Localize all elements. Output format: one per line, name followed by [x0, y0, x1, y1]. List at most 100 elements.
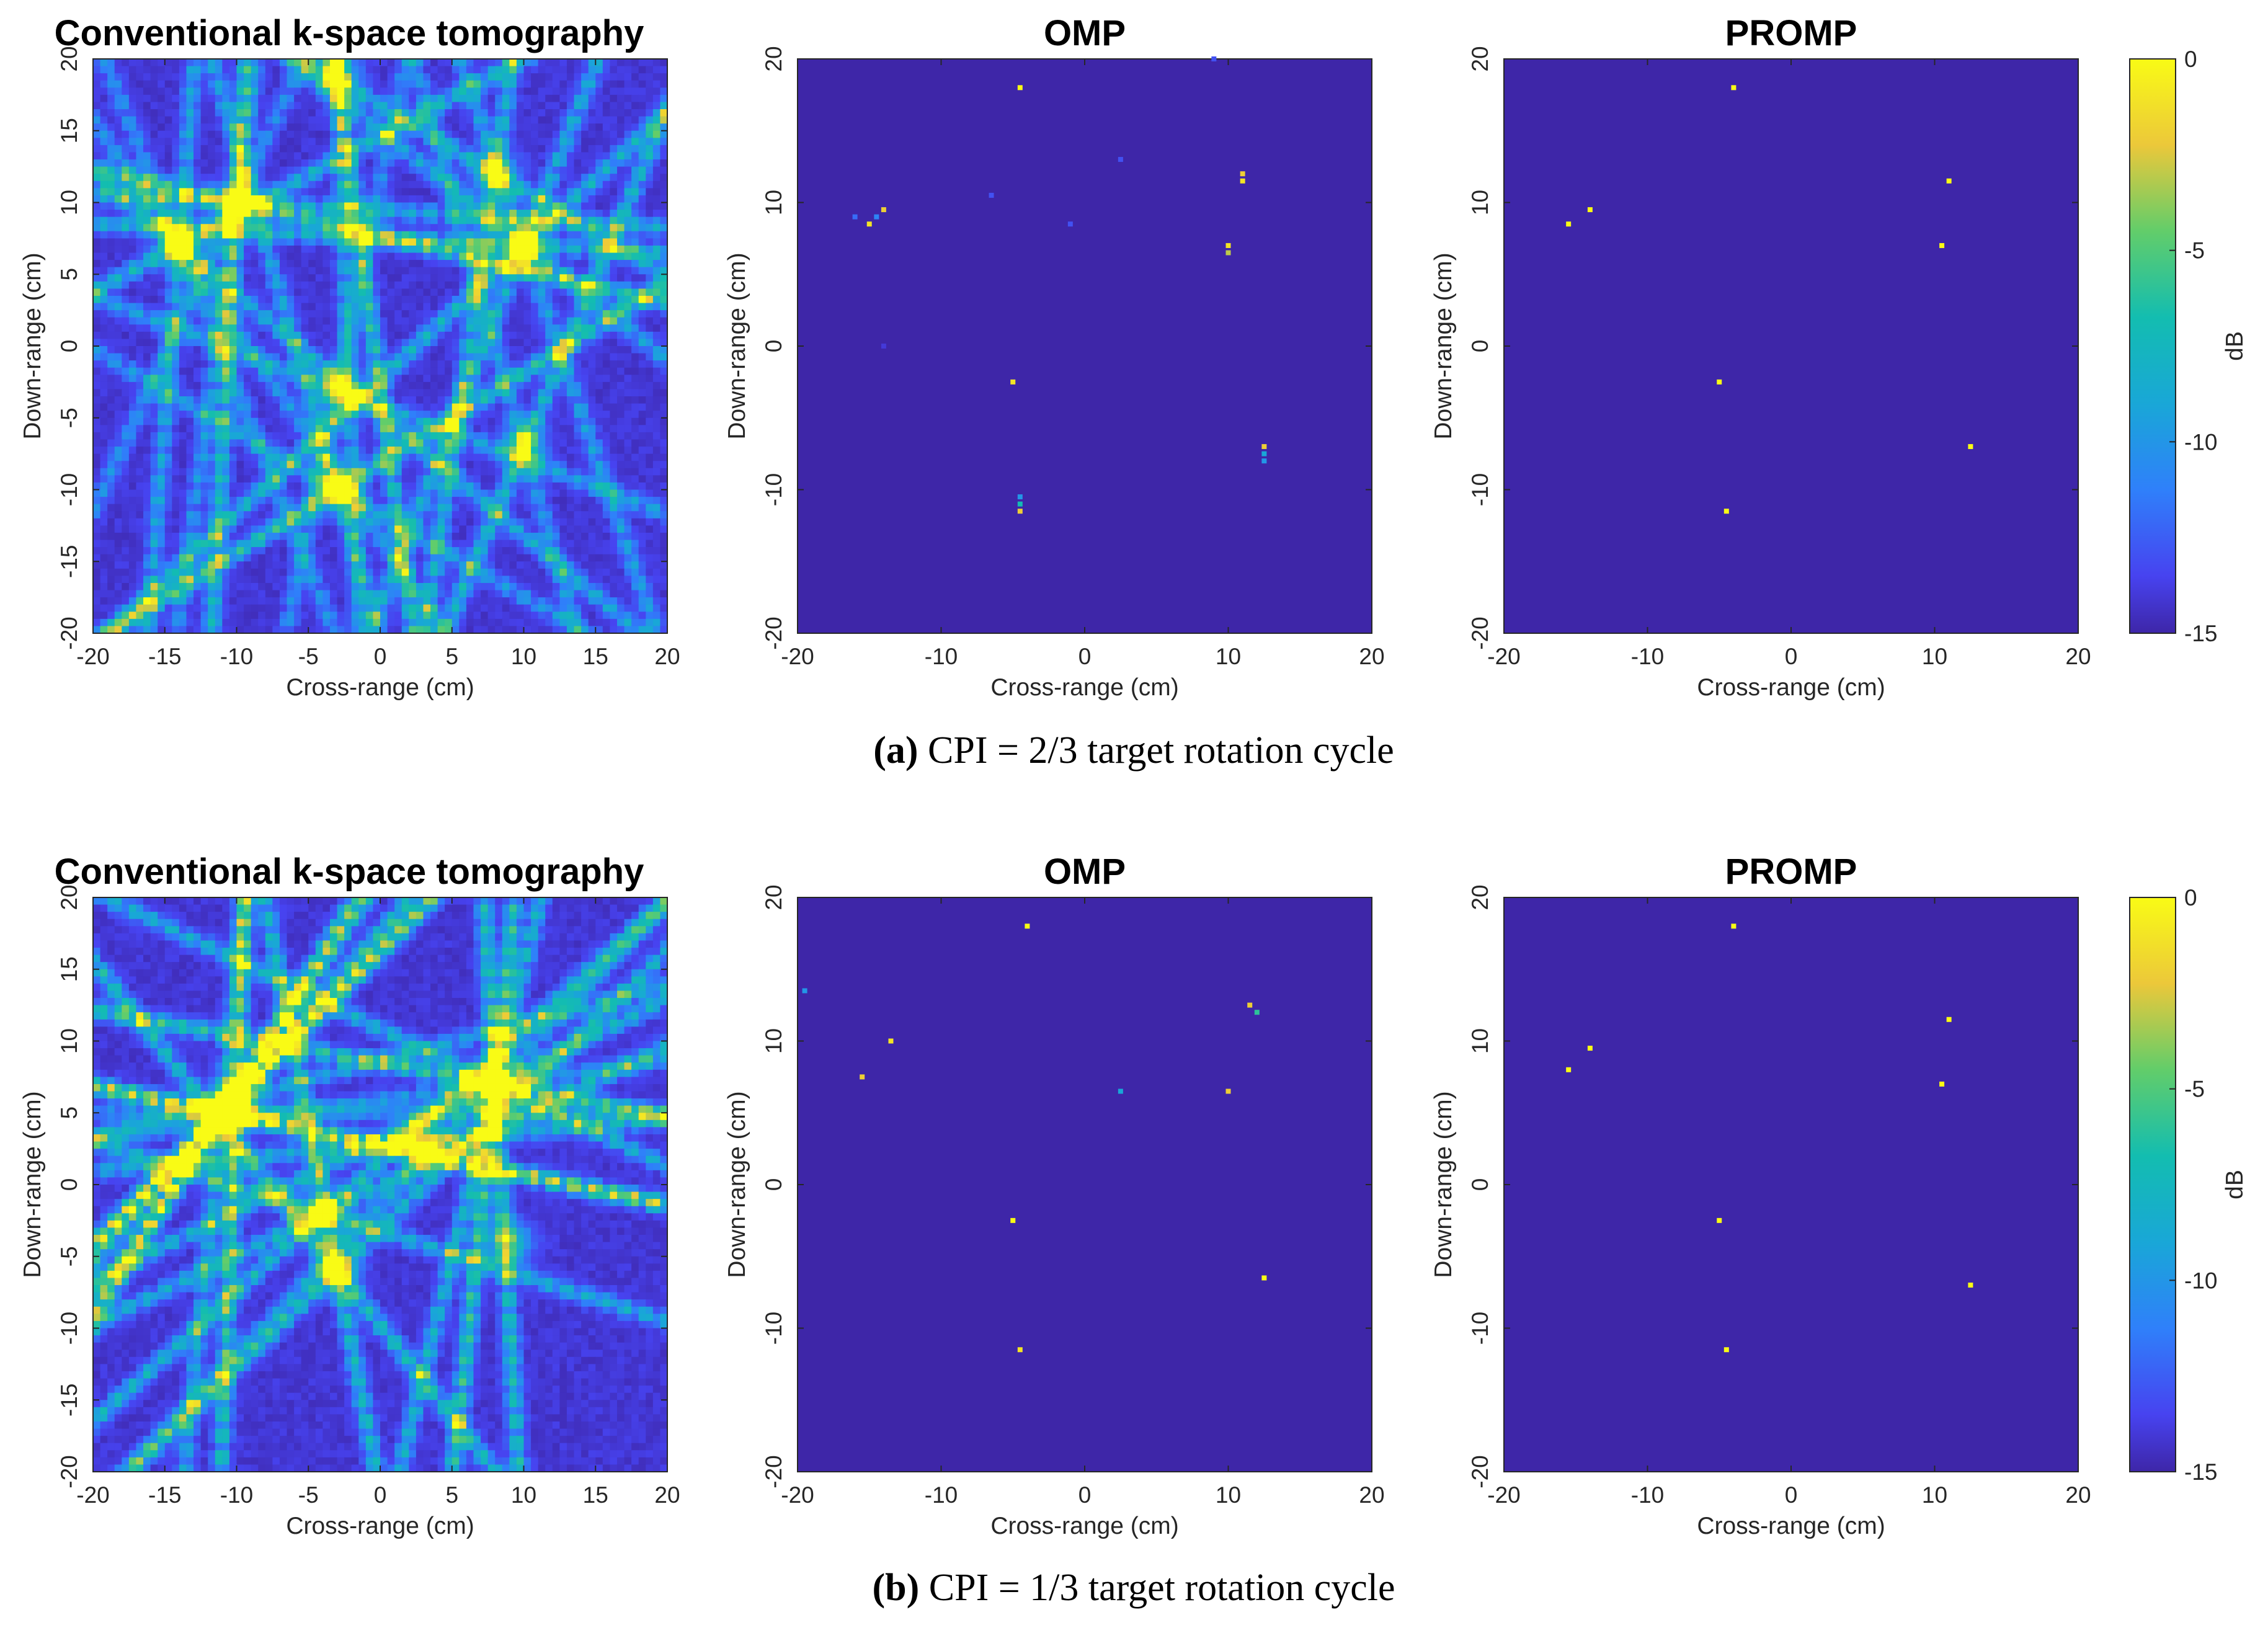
heatmap-cell: [466, 303, 474, 311]
heatmap-cell: [365, 274, 374, 282]
heatmap-cell: [322, 116, 331, 124]
heatmap-cell: [545, 417, 553, 425]
heatmap-cell: [143, 482, 151, 491]
heatmap-cell: [294, 295, 302, 304]
heatmap-cell: [164, 123, 172, 131]
heatmap-cell: [610, 188, 618, 196]
heatmap-cell: [301, 159, 309, 167]
heatmap-cell: [394, 274, 402, 282]
heatmap-cell: [287, 210, 295, 218]
heatmap-cell: [244, 432, 252, 440]
heatmap-cell: [308, 482, 316, 491]
heatmap-cell: [344, 461, 352, 469]
heatmap-cell: [487, 339, 496, 347]
heatmap-cell: [566, 295, 575, 304]
heatmap-cell: [610, 432, 618, 440]
heatmap-cell: [610, 274, 618, 282]
heatmap-cell: [523, 224, 531, 232]
heatmap-cell: [265, 138, 273, 146]
heatmap-cell: [93, 417, 101, 425]
heatmap-cell: [172, 274, 180, 282]
heatmap-cell: [229, 138, 238, 146]
heatmap-cell: [172, 281, 180, 289]
heatmap-cell: [251, 317, 259, 325]
heatmap-cell: [179, 381, 187, 390]
heatmap-cell: [329, 489, 338, 497]
heatmap-cell: [287, 116, 295, 124]
heatmap-cell: [559, 381, 567, 390]
heatmap-cell: [631, 188, 639, 196]
heatmap-cell: [251, 174, 259, 182]
heatmap-cell: [616, 116, 625, 124]
heatmap-cell: [516, 468, 525, 476]
heatmap-cell: [430, 202, 438, 210]
heatmap-cell: [107, 360, 115, 368]
heatmap-cell: [128, 425, 137, 433]
heatmap-cell: [502, 331, 510, 340]
heatmap-cell: [136, 274, 144, 282]
heatmap-cell: [329, 468, 338, 476]
heatmap-cell: [373, 166, 381, 174]
heatmap-cell: [552, 468, 560, 476]
heatmap-cell: [437, 482, 445, 491]
heatmap-cell: [416, 475, 424, 483]
heatmap-cell: [158, 367, 166, 375]
heatmap-cell: [588, 238, 596, 246]
heatmap-cell: [128, 274, 137, 282]
heatmap-cell: [646, 195, 654, 203]
heatmap-cell: [545, 159, 553, 167]
heatmap-cell: [574, 375, 582, 383]
heatmap-cell: [344, 252, 352, 260]
heatmap-cell: [466, 453, 474, 461]
heatmap-cell: [337, 339, 345, 347]
heatmap-cell: [610, 288, 618, 296]
heatmap-cell: [552, 274, 560, 282]
heatmap-cell: [351, 331, 359, 340]
heatmap-cell: [251, 66, 259, 74]
heatmap-cell: [409, 389, 417, 397]
heatmap-cell: [574, 195, 582, 203]
heatmap-cell: [143, 174, 151, 182]
heatmap-cell: [531, 195, 539, 203]
heatmap-cell: [660, 468, 668, 476]
heatmap-cell: [545, 94, 553, 103]
heatmap-cell: [423, 94, 431, 103]
heatmap-cell: [466, 417, 474, 425]
heatmap-cell: [244, 346, 252, 354]
heatmap-cell: [660, 482, 668, 491]
heatmap-cell: [200, 324, 208, 332]
heatmap-cell: [114, 87, 122, 96]
heatmap-cell: [638, 252, 646, 260]
heatmap-cell: [610, 310, 618, 318]
heatmap-cell: [265, 224, 273, 232]
heatmap-cell: [445, 123, 453, 131]
heatmap-cell: [559, 267, 567, 275]
heatmap-cell: [251, 417, 259, 425]
heatmap-cell: [624, 252, 632, 260]
heatmap-cell: [502, 73, 510, 81]
heatmap-cell: [409, 396, 417, 404]
heatmap-cell: [337, 245, 345, 254]
heatmap-cell: [136, 202, 144, 210]
heatmap-cell: [481, 381, 489, 390]
heatmap-cell: [638, 109, 646, 117]
heatmap-cell: [559, 461, 567, 469]
heatmap-cell: [409, 417, 417, 425]
heatmap-cell: [100, 73, 108, 81]
heatmap-cell: [358, 130, 367, 138]
heatmap-cell: [136, 339, 144, 347]
heatmap-cell: [287, 295, 295, 304]
heatmap-cell: [208, 138, 216, 146]
heatmap-cell: [646, 381, 654, 390]
heatmap-cell: [236, 346, 244, 354]
heatmap-cell: [545, 447, 553, 455]
heatmap-cell: [559, 339, 567, 347]
heatmap-cell: [423, 396, 431, 404]
heatmap-cell: [100, 231, 108, 239]
heatmap-cell: [315, 447, 323, 455]
heatmap-cell: [265, 210, 273, 218]
heatmap-cell: [588, 174, 596, 182]
heatmap-cell: [258, 317, 266, 325]
heatmap-cell: [481, 303, 489, 311]
heatmap-cell: [523, 353, 531, 361]
